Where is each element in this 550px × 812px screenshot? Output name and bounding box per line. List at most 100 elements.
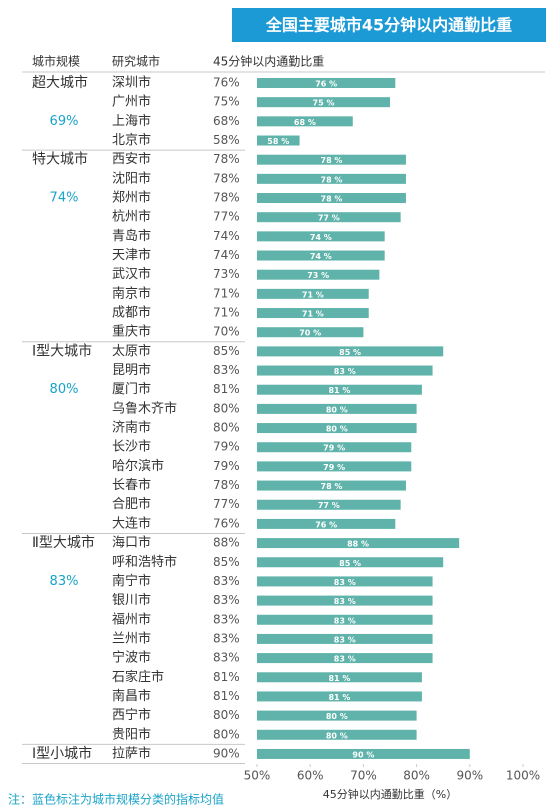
value-label: 77% [213,210,240,224]
value-label: 83% [213,593,240,607]
value-label: 85% [213,344,240,358]
group-name: Ⅰ型小城市 [32,745,92,762]
city-label: 深圳市 [112,75,151,91]
bar-label: 90 % [352,750,374,759]
bar-label: 88 % [347,540,369,549]
group-name: 特大城市 [32,151,88,168]
value-label: 68% [213,114,240,128]
group-mean: 74% [50,191,79,206]
city-label: 宁波市 [112,650,151,666]
chart-title: 全国主要城市45分钟以内通勤比重 [265,16,512,35]
x-tick-label: 70% [350,769,377,783]
bar-label: 83 % [334,367,356,376]
bar-label: 83 % [334,635,356,644]
bar-label: 83 % [334,597,356,606]
value-label: 81% [213,689,240,703]
bar-label: 81 % [328,386,350,395]
city-label: 贵阳市 [112,726,151,742]
value-label: 77% [213,497,240,511]
bar [257,461,412,472]
value-label: 81% [213,670,240,684]
header: 研究城市 [112,54,160,69]
city-label: 西宁市 [112,707,151,723]
value-label: 73% [213,267,240,281]
bar-label: 70 % [299,329,321,338]
bar [257,672,422,683]
bar-label: 80 % [326,731,348,740]
bar [257,442,412,453]
city-label: 哈尔滨市 [112,458,164,474]
bar [257,557,444,568]
bar-label: 80 % [326,712,348,721]
bar-label: 83 % [334,616,356,625]
bar-label: 73 % [307,271,329,280]
group-mean: 83% [50,574,79,589]
header: 45分钟以内通勤比重 [213,54,324,69]
city-label: 沈阳市 [112,170,151,186]
bar [257,384,422,395]
group-name: Ⅱ型大城市 [32,534,95,551]
value-label: 81% [213,382,240,396]
city-label: 海口市 [112,535,151,551]
city-label: 银川市 [112,592,151,608]
bar-label: 78 % [321,175,343,184]
value-label: 78% [213,152,240,166]
city-label: 武汉市 [112,266,151,282]
bar [257,250,385,261]
value-label: 83% [213,651,240,665]
city-label: 南昌市 [112,688,151,704]
city-label: 呼和浩特市 [112,554,177,570]
bar [257,653,433,664]
value-label: 74% [213,229,240,243]
bar-label: 85 % [339,348,361,357]
value-label: 88% [213,536,240,550]
city-label: 厦门市 [112,381,151,397]
value-label: 75% [213,95,240,109]
bar [257,576,433,587]
bar-label: 75 % [313,99,335,108]
city-label: 郑州市 [112,190,151,206]
bar [257,288,369,299]
value-label: 80% [213,401,240,415]
bar [257,135,300,146]
value-label: 90% [213,746,240,760]
bar [257,116,353,127]
city-label: 南京市 [112,285,151,301]
bar [257,403,417,414]
bar-label: 76 % [315,520,337,529]
group-mean: 80% [50,382,79,397]
value-label: 85% [213,555,240,569]
bar [257,327,364,338]
x-tick-label: 60% [297,769,324,783]
bar-label: 83 % [334,578,356,587]
bar-label: 79 % [323,444,345,453]
value-label: 78% [213,191,240,205]
city-label: 成都市 [112,305,151,321]
city-label: 广州市 [112,94,151,110]
value-label: 83% [213,363,240,377]
value-label: 79% [213,440,240,454]
bar-label: 78 % [321,482,343,491]
bar-label: 74 % [310,252,332,261]
x-axis-label: 45分钟以内通勤比重（%） [323,787,457,801]
bar [257,595,433,606]
bar [257,691,422,702]
city-label: 杭州市 [112,209,151,225]
value-label: 58% [213,133,240,147]
bar [257,538,460,549]
bar-label: 80 % [326,425,348,434]
city-label: 太原市 [112,343,151,359]
value-label: 80% [213,708,240,722]
bar-label: 74 % [310,233,332,242]
value-label: 76% [213,76,240,90]
bar [257,614,433,625]
value-label: 83% [213,574,240,588]
bar [257,193,406,204]
city-label: 青岛市 [112,228,151,244]
bar [257,212,401,223]
bar-label: 81 % [328,674,350,683]
x-tick-label: 80% [403,769,430,783]
bar [257,518,396,529]
bar [257,423,417,434]
city-label: 西安市 [112,151,151,167]
